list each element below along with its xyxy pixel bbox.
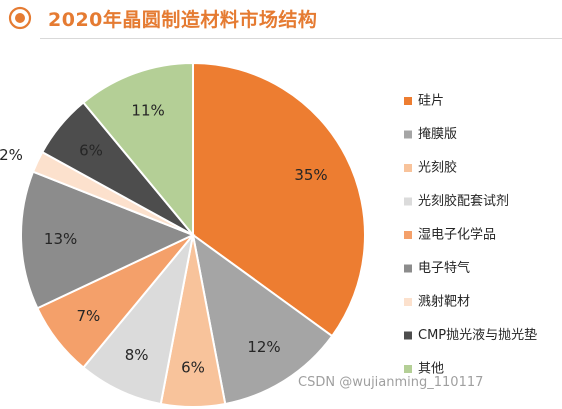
pie-slice bbox=[20, 170, 196, 310]
pie-slice bbox=[191, 232, 334, 406]
target-circle-icon bbox=[8, 6, 32, 30]
pie-data-label: 6% bbox=[79, 142, 103, 160]
legend-swatch bbox=[404, 130, 412, 139]
pie-data-label: 12% bbox=[247, 338, 280, 356]
legend-label: 掩膜版 bbox=[418, 127, 457, 142]
legend-label: 硅片 bbox=[418, 94, 444, 109]
legend-label: 其他 bbox=[418, 362, 444, 377]
pie-data-label: 11% bbox=[131, 101, 164, 119]
pie-data-label: 35% bbox=[294, 166, 327, 184]
pie-data-label: 8% bbox=[125, 346, 149, 364]
pie-data-label: 6% bbox=[181, 358, 205, 376]
watermark: CSDN @wujianming_110117 bbox=[298, 375, 484, 390]
header: 2020年晶圆制造材料市场结构 bbox=[0, 0, 562, 40]
chart-title: 2020年晶圆制造材料市场结构 bbox=[48, 9, 318, 31]
legend-swatch bbox=[404, 264, 412, 273]
pie-slice bbox=[81, 61, 194, 238]
pie-slice bbox=[192, 61, 366, 338]
legend-swatch bbox=[404, 97, 412, 105]
pie-data-label: 7% bbox=[77, 307, 101, 325]
legend-swatch bbox=[404, 197, 412, 206]
legend-label: 光刻胶配套试剂 bbox=[418, 193, 509, 209]
legend-swatch bbox=[404, 365, 412, 373]
legend-label: 溅射靶材 bbox=[418, 294, 470, 310]
legend-swatch bbox=[404, 231, 412, 239]
legend-label: 光刻胶 bbox=[418, 160, 457, 176]
pie-data-label: 13% bbox=[44, 230, 77, 248]
pie-data-label: 2% bbox=[0, 146, 23, 164]
header-divider bbox=[40, 38, 562, 39]
legend-label: CMP抛光液与抛光垫 bbox=[418, 327, 537, 343]
legend-swatch bbox=[404, 331, 412, 340]
legend-swatch bbox=[404, 298, 412, 306]
pie-data-labels: 35% 12% 6% 8% 7% 13% 2% 6% 11% bbox=[0, 101, 328, 376]
pie-slices bbox=[20, 61, 366, 408]
legend-swatch bbox=[404, 164, 412, 172]
legend-label: 湿电子化学品 bbox=[418, 227, 496, 243]
legend-label: 电子特气 bbox=[418, 260, 470, 276]
